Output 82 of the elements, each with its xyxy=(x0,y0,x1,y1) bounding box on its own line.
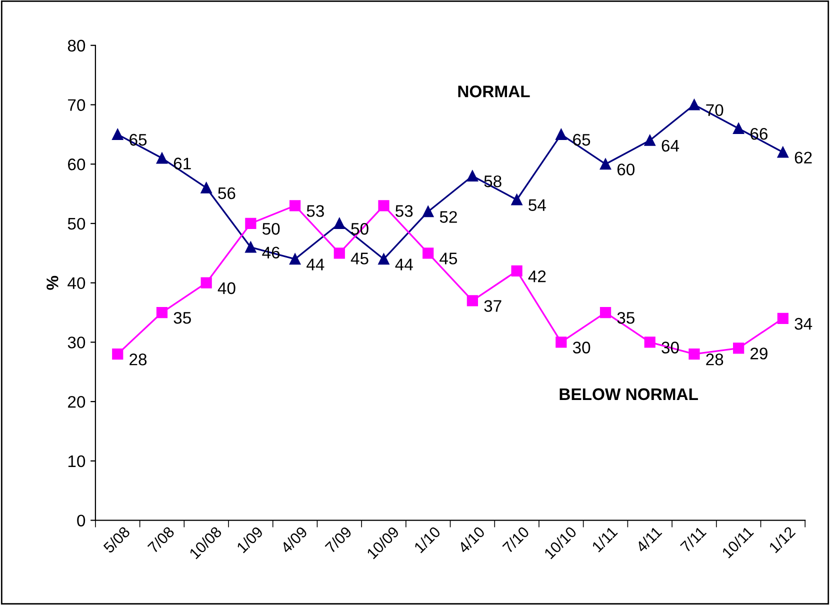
point xyxy=(289,200,301,212)
data-label: 42 xyxy=(528,270,546,282)
data-label: 60 xyxy=(617,164,635,176)
point xyxy=(733,342,744,354)
point xyxy=(112,128,124,140)
point xyxy=(556,336,567,348)
x-tick-label: 4/09 xyxy=(280,526,308,554)
y-tick-label: 50 xyxy=(68,218,86,230)
data-label: 61 xyxy=(174,158,191,170)
point xyxy=(600,158,612,170)
data-label: 62 xyxy=(794,152,812,164)
x-tick-label: 7/10 xyxy=(502,526,530,554)
point xyxy=(378,200,390,212)
data-label: 54 xyxy=(528,199,546,211)
point xyxy=(245,242,256,253)
y-tick-label: 40 xyxy=(68,277,86,290)
x-tick-label: 4/10 xyxy=(457,526,486,554)
data-label: 52 xyxy=(440,211,457,223)
data-label: 34 xyxy=(794,318,812,330)
point xyxy=(644,134,656,146)
y-tick-label: 0 xyxy=(77,514,86,527)
series-label: BELOW NORMAL xyxy=(560,388,698,400)
data-label: 30 xyxy=(572,342,590,354)
data-label: 65 xyxy=(130,134,147,146)
point xyxy=(422,206,434,218)
data-label: 53 xyxy=(396,205,413,217)
data-label: 50 xyxy=(262,222,280,235)
point xyxy=(733,122,744,134)
point xyxy=(200,277,212,288)
point xyxy=(200,182,212,194)
point xyxy=(156,152,168,164)
y-tick-label: 10 xyxy=(68,455,86,468)
data-label: 66 xyxy=(750,128,768,140)
text: NORMAL xyxy=(458,86,530,98)
data-label: 37 xyxy=(484,300,502,312)
x-tick-label: 7/11 xyxy=(680,526,707,553)
y-tick-label: 80 xyxy=(68,40,86,52)
data-label: 44 xyxy=(395,258,413,270)
data-label: 64 xyxy=(662,140,680,152)
point xyxy=(245,218,256,230)
x-tick-label: 7/08 xyxy=(146,526,175,554)
x-tick-label: 1/11 xyxy=(591,526,618,552)
y-tick-label: 30 xyxy=(68,336,86,348)
point xyxy=(112,348,124,360)
point xyxy=(556,128,567,140)
data-label: 29 xyxy=(750,348,768,360)
data-label: 58 xyxy=(484,175,502,188)
point xyxy=(511,265,522,277)
y-tick-label: 70 xyxy=(68,99,86,111)
point xyxy=(777,312,788,324)
data-label: 70 xyxy=(706,104,724,116)
y-axis-title: % xyxy=(46,276,58,290)
data-label: 28 xyxy=(706,354,724,366)
data-label: 35 xyxy=(617,312,634,324)
x-tick-label: 7/09 xyxy=(324,526,352,554)
point xyxy=(466,170,478,182)
data-label: 56 xyxy=(218,187,236,200)
point xyxy=(289,254,301,265)
data-label: 35 xyxy=(174,312,191,324)
point xyxy=(511,194,522,206)
data-label: 45 xyxy=(350,252,368,264)
point xyxy=(156,306,168,318)
point xyxy=(777,146,788,158)
point xyxy=(600,306,612,318)
point xyxy=(644,336,656,348)
data-label: 53 xyxy=(306,205,324,217)
y-tick-label: 20 xyxy=(68,396,86,408)
point xyxy=(466,295,478,306)
x-tick-label: 5/08 xyxy=(102,526,131,554)
data-label: 40 xyxy=(218,282,236,294)
point xyxy=(334,248,345,259)
data-label: 28 xyxy=(130,354,147,366)
point xyxy=(378,254,390,265)
point xyxy=(688,99,700,110)
point xyxy=(688,348,700,360)
data-label: 44 xyxy=(306,258,324,270)
data-label: 45 xyxy=(440,252,458,264)
point xyxy=(422,248,434,259)
data-label: 65 xyxy=(573,134,590,146)
y-tick-label: 60 xyxy=(68,158,86,170)
point xyxy=(334,218,345,230)
x-tick-label: 4/11 xyxy=(634,526,662,554)
